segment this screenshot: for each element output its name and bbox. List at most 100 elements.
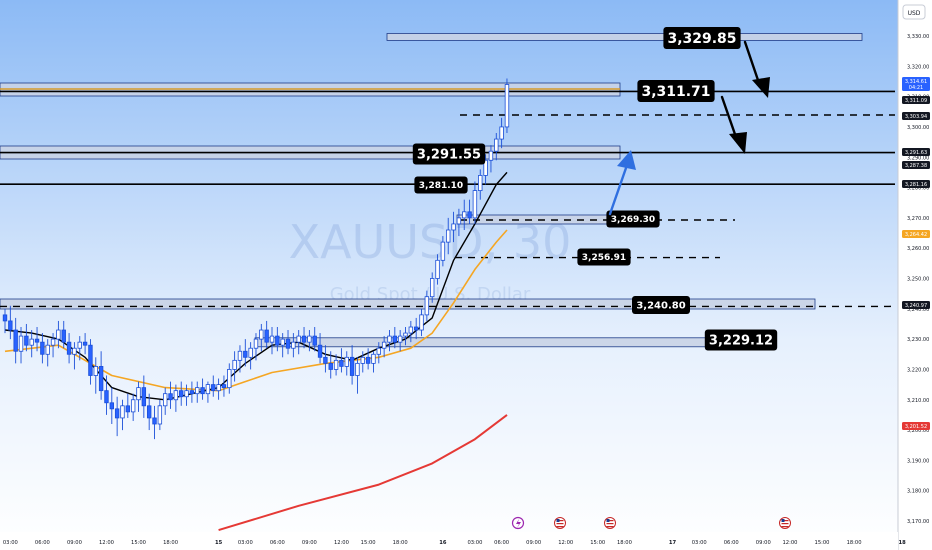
candle-body [205, 384, 211, 395]
x-tick-label: 12:00 [558, 540, 573, 546]
y-tick-label: 3,300.00 [907, 125, 929, 131]
candle [483, 154, 488, 185]
candle [29, 330, 34, 358]
x-tick-label: 06:00 [270, 540, 285, 546]
candle [285, 330, 291, 355]
candle-body [179, 390, 184, 398]
price-tag [902, 161, 930, 169]
candle-body [114, 408, 120, 419]
x-tick-label: 06:00 [724, 540, 739, 546]
candle-body [451, 223, 456, 231]
flag-stripe-icon [556, 523, 564, 525]
candle [312, 327, 317, 352]
candle [114, 396, 120, 437]
flag-stripe-icon [781, 520, 789, 522]
candle-body [301, 335, 307, 343]
y-tick-label: 3,320.00 [907, 64, 929, 70]
candle [397, 330, 403, 352]
time-axis-background [0, 532, 898, 550]
label-3240: 3,240.80 [636, 301, 685, 312]
price-tag-countdown: 04:21 [909, 85, 923, 91]
candle-body [157, 405, 163, 425]
candle-body [61, 329, 66, 343]
flag-stripe-icon [556, 526, 564, 528]
candle [280, 333, 285, 358]
candle-body [200, 387, 205, 395]
ma-red-line [218, 414, 508, 532]
label-3229: 3,229.12 [709, 334, 773, 349]
candle [168, 381, 173, 409]
price-tag [902, 96, 930, 104]
candle-body [403, 332, 408, 337]
x-tick-label: 17 [669, 540, 677, 546]
candle-body [446, 229, 451, 243]
candle [387, 330, 392, 352]
price-axis-background [898, 0, 932, 550]
candle-body [34, 338, 40, 343]
candle-body [291, 341, 296, 349]
candle-body [387, 335, 392, 343]
candle [429, 272, 435, 303]
candle-body [237, 350, 243, 361]
label-3229-box [704, 329, 778, 351]
label-3329: 3,329.85 [667, 31, 736, 47]
candle-body [280, 338, 285, 346]
candle-body [397, 335, 403, 343]
flag-canton-icon [781, 519, 785, 522]
arrow-up-blue [608, 166, 628, 216]
candle-body [45, 344, 50, 355]
candle-body [275, 335, 280, 346]
candle [494, 133, 499, 161]
candle-body [365, 356, 371, 364]
currency-label[interactable]: USD [908, 10, 921, 17]
candle-body [104, 390, 109, 404]
candle-body [467, 211, 472, 219]
currency-button[interactable]: USD [902, 4, 926, 20]
candle-body [162, 393, 168, 407]
label-3269-box [606, 210, 660, 228]
candle [371, 351, 376, 373]
candle [24, 323, 29, 352]
candle-body [328, 362, 333, 370]
candle-body [136, 387, 141, 401]
x-tick-label: 09:00 [526, 540, 541, 546]
candle [472, 181, 478, 224]
candle [146, 393, 152, 431]
candle-body [82, 341, 88, 346]
candle-body [120, 405, 125, 419]
candle-body [88, 344, 93, 376]
y-tick-label: 3,280.00 [907, 186, 929, 192]
candle [333, 354, 339, 376]
candle-body [317, 344, 323, 358]
candle-body [429, 278, 435, 298]
candle-body [253, 338, 259, 349]
candle-body [125, 405, 131, 413]
candle-body [221, 384, 227, 389]
x-tick-label: 09:00 [302, 540, 317, 546]
price-tag-label: 3,281.16 [905, 182, 927, 188]
y-tick-label: 3,210.00 [907, 398, 929, 404]
lightning-glyph-icon [516, 519, 521, 528]
candle [275, 327, 280, 352]
candle [221, 375, 227, 397]
currency-button-box[interactable] [902, 4, 926, 20]
candle [195, 381, 200, 403]
candle [296, 330, 301, 355]
candle-body [243, 350, 248, 358]
candle-body [168, 393, 173, 401]
candle-body [355, 362, 360, 376]
zone-3229 [254, 337, 751, 348]
candle [323, 345, 328, 373]
label-3256-box [577, 248, 631, 266]
candle-body [435, 259, 440, 279]
candle-body [77, 341, 82, 349]
candle-body [56, 329, 61, 340]
candle-body [483, 159, 488, 176]
candle [462, 199, 467, 230]
flag-canton-icon [606, 519, 610, 522]
candle [2, 308, 8, 334]
candle-body [339, 359, 344, 367]
candle [40, 333, 45, 364]
